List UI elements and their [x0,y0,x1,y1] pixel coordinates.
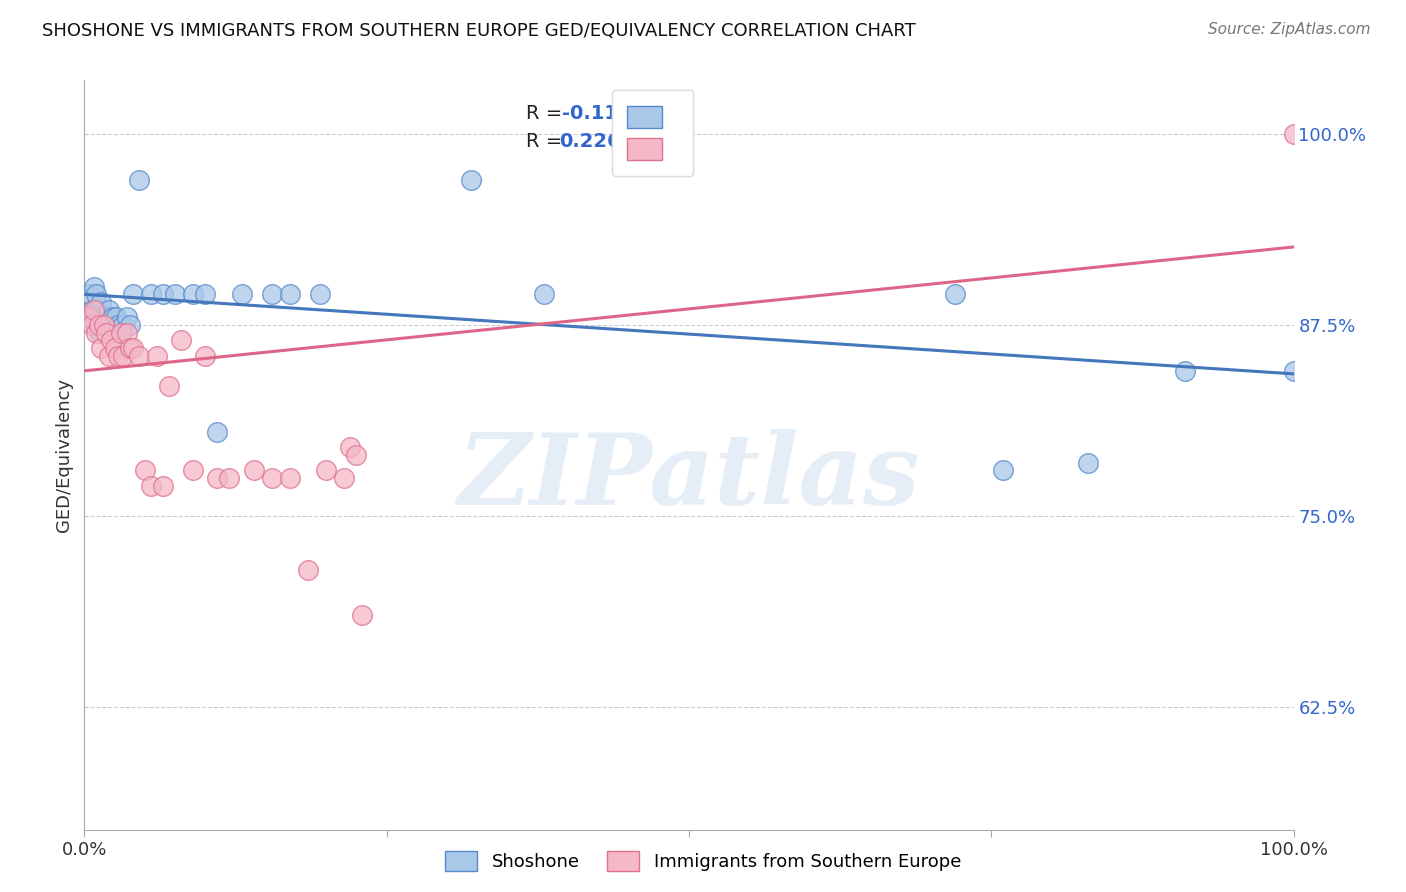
Point [333,471,356,485]
Point [97,349,120,363]
Point [97,302,120,317]
Text: -0.117: -0.117 [562,104,631,123]
Point [134,463,156,477]
Point [315,463,337,477]
Point [194,349,217,363]
Point [231,287,253,301]
Point [80,318,103,332]
Text: ZIPatlas: ZIPatlas [458,429,920,525]
Point [533,287,555,301]
Point [83,279,105,293]
Text: 40: 40 [641,104,668,123]
Text: R =: R = [526,132,568,152]
Point [86,287,108,301]
Point [993,463,1015,477]
Point [115,326,138,340]
Point [207,425,229,439]
Point [100,333,122,347]
Point [1174,364,1197,378]
Point [1077,456,1099,470]
Point [460,172,482,186]
Point [110,326,132,340]
Text: SHOSHONE VS IMMIGRANTS FROM SOUTHERN EUROPE GED/EQUIVALENCY CORRELATION CHART: SHOSHONE VS IMMIGRANTS FROM SOUTHERN EUR… [42,22,915,40]
Legend: , : , [612,90,693,176]
Legend: Shoshone, Immigrants from Southern Europe: Shoshone, Immigrants from Southern Europ… [437,844,969,879]
Point [157,379,180,393]
Point [278,287,301,301]
Point [115,310,138,325]
Point [1282,364,1305,378]
Point [80,302,103,317]
Point [104,310,127,325]
Point [297,563,319,577]
Point [94,326,117,340]
Text: Source: ZipAtlas.com: Source: ZipAtlas.com [1208,22,1371,37]
Point [1282,127,1305,141]
Text: N =: N = [610,104,666,123]
Text: R =: R = [526,104,568,123]
Point [104,341,127,355]
Point [110,326,132,340]
Point [139,287,162,301]
Point [93,310,115,325]
Point [93,318,115,332]
Point [87,310,110,325]
Point [260,471,283,485]
Point [83,302,105,317]
Point [91,318,114,332]
Y-axis label: GED/Equivalency: GED/Equivalency [55,378,73,532]
Point [207,471,229,485]
Point [194,287,217,301]
Point [260,287,283,301]
Point [181,463,204,477]
Point [103,310,125,325]
Point [309,287,332,301]
Point [77,310,100,325]
Point [128,349,150,363]
Text: 0.226: 0.226 [560,132,621,152]
Point [278,471,301,485]
Point [128,172,150,186]
Point [112,318,135,332]
Point [346,448,368,462]
Text: 38: 38 [641,132,668,152]
Point [90,295,112,310]
Point [152,287,174,301]
Point [77,287,100,301]
Point [121,287,143,301]
Point [100,326,122,340]
Point [107,349,129,363]
Point [112,349,135,363]
Point [352,608,374,623]
Point [86,326,108,340]
Point [146,349,169,363]
Point [87,318,110,332]
Point [84,318,107,332]
Point [943,287,966,301]
Point [170,333,193,347]
Point [242,463,264,477]
Point [121,341,143,355]
Point [181,287,204,301]
Point [165,287,187,301]
Point [90,341,112,355]
Point [107,318,129,332]
Point [89,326,111,340]
Point [94,318,117,332]
Text: N =: N = [610,132,666,152]
Point [218,471,240,485]
Point [120,341,142,355]
Point [86,302,108,317]
Point [152,478,174,492]
Point [139,478,162,492]
Point [339,440,361,454]
Point [120,318,142,332]
